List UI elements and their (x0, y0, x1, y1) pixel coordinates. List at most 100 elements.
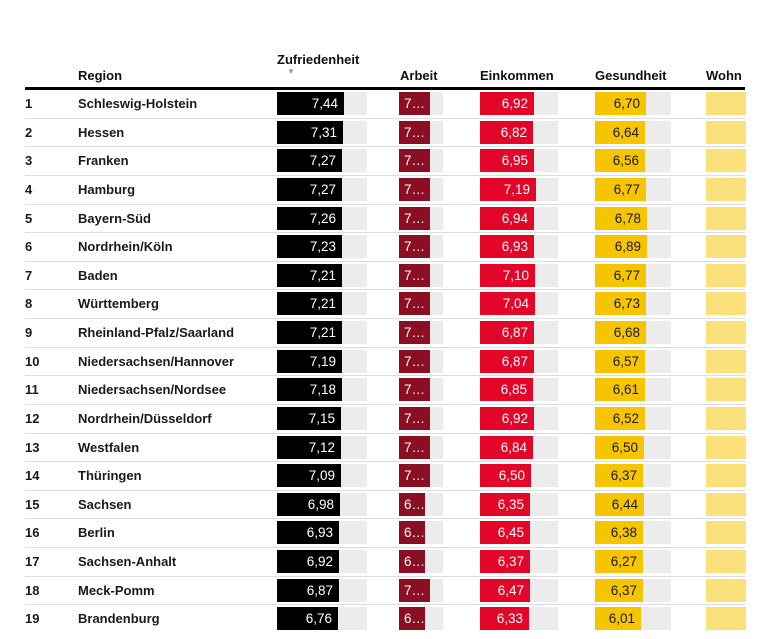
region-cell: Meck-Pomm (78, 582, 155, 598)
zufriedenheit-bar: 7,23 (277, 235, 367, 259)
rank-cell: 2 (25, 124, 33, 140)
bar-track (339, 521, 367, 545)
region-cell: Berlin (78, 525, 115, 541)
rank-cell: 7 (25, 267, 33, 283)
zufriedenheit-value: 7,23 (277, 235, 342, 259)
einkommen-bar: 6,35 (480, 492, 558, 516)
wohnen-value (706, 578, 746, 602)
arbeit-bar: 6… (399, 492, 443, 516)
einkommen-value: 6,92 (480, 92, 534, 115)
region-cell: Nordrhein/Köln (78, 239, 173, 255)
arbeit-bar: 7… (399, 378, 443, 402)
column-header-wohnen[interactable]: Wohn (706, 68, 742, 83)
column-header-region[interactable]: Region (78, 68, 123, 83)
einkommen-bar: 6,87 (480, 321, 558, 344)
bar-track (529, 607, 558, 631)
column-header-gesundheit[interactable]: Gesundheit (595, 68, 667, 83)
zufriedenheit-bar: 6,87 (277, 578, 367, 602)
arbeit-value: 6… (399, 550, 425, 573)
einkommen-value: 7,04 (480, 292, 535, 316)
wohnen-bar (706, 92, 746, 115)
gesundheit-bar: 6,38 (595, 521, 671, 545)
region-cell: Franken (78, 153, 129, 169)
zufriedenheit-bar: 7,19 (277, 349, 367, 373)
bar-track (430, 406, 443, 430)
einkommen-bar: 7,04 (480, 292, 558, 316)
gesundheit-bar: 6,37 (595, 464, 671, 488)
zufriedenheit-bar: 7,21 (277, 263, 367, 287)
zufriedenheit-value: 7,12 (277, 435, 341, 459)
wohnen-bar (706, 349, 746, 373)
einkommen-bar: 7,10 (480, 263, 558, 287)
einkommen-value: 7,10 (480, 263, 535, 287)
gesundheit-bar: 6,78 (595, 206, 671, 230)
table-row: 18 Meck-Pomm 6,87 7… 6,47 6,37 (25, 577, 746, 606)
bar-track (430, 92, 443, 115)
rank-cell: 19 (25, 611, 40, 627)
einkommen-value: 6,93 (480, 235, 534, 259)
einkommen-bar: 6,95 (480, 149, 558, 173)
bar-track (646, 292, 671, 316)
region-cell: Bayern-Süd (78, 210, 151, 226)
einkommen-bar: 6,87 (480, 349, 558, 373)
bar-track (646, 321, 671, 344)
bar-track (641, 607, 671, 631)
table-row: 12 Nordrhein/Düsseldorf 7,15 7… 6,92 6,5… (25, 405, 746, 434)
rank-cell: 12 (25, 410, 40, 426)
zufriedenheit-value: 7,18 (277, 378, 342, 402)
arbeit-bar: 6… (399, 521, 443, 545)
gesundheit-value: 6,52 (595, 406, 645, 430)
einkommen-bar: 7,19 (480, 177, 558, 201)
einkommen-value: 6,37 (480, 550, 530, 573)
bar-track (430, 149, 443, 173)
rank-cell: 10 (25, 353, 40, 369)
einkommen-value: 6,87 (480, 349, 534, 373)
arbeit-bar: 7… (399, 235, 443, 259)
bar-track (534, 406, 558, 430)
bar-track (534, 235, 558, 259)
bar-track (342, 177, 367, 201)
einkommen-bar: 6,93 (480, 235, 558, 259)
column-header-einkommen[interactable]: Einkommen (480, 68, 554, 83)
bar-track (341, 406, 367, 430)
bar-track (342, 263, 367, 287)
wohnen-bar (706, 464, 746, 488)
einkommen-bar: 6,37 (480, 550, 558, 573)
gesundheit-bar: 6,77 (595, 177, 671, 201)
gesundheit-value: 6,50 (595, 435, 644, 459)
gesundheit-value: 6,57 (595, 349, 645, 373)
sort-desc-icon[interactable]: ▼ (287, 67, 295, 76)
arbeit-value: 7… (399, 206, 430, 230)
arbeit-bar: 6… (399, 550, 443, 573)
column-header-arbeit[interactable]: Arbeit (400, 68, 438, 83)
zufriedenheit-bar: 7,27 (277, 177, 367, 201)
gesundheit-value: 6,78 (595, 206, 647, 230)
region-cell: Thüringen (78, 468, 142, 484)
table-row: 19 Brandenburg 6,76 6… 6,33 6,01 (25, 605, 746, 633)
region-cell: Sachsen (78, 496, 132, 512)
bar-track (534, 349, 558, 373)
column-header-zufriedenheit[interactable]: Zufriedenheit (277, 52, 360, 67)
bar-track (645, 149, 671, 173)
rank-cell: 18 (25, 582, 40, 598)
bar-track (341, 435, 367, 459)
bar-track (430, 435, 443, 459)
bar-track (535, 263, 558, 287)
wohnen-bar (706, 263, 746, 287)
wohnen-value (706, 292, 746, 316)
arbeit-value: 7… (399, 464, 430, 488)
bar-track (644, 435, 671, 459)
region-cell: Hamburg (78, 181, 136, 197)
zufriedenheit-value: 6,98 (277, 492, 340, 516)
arbeit-bar: 7… (399, 206, 443, 230)
gesundheit-value: 6,77 (595, 177, 646, 201)
gesundheit-value: 6,89 (595, 235, 647, 259)
zufriedenheit-value: 6,87 (277, 578, 339, 602)
table-row: 10 Niedersachsen/Hannover 7,19 7… 6,87 6… (25, 348, 746, 377)
table-row: 16 Berlin 6,93 6… 6,45 6,38 (25, 519, 746, 548)
wohnen-value (706, 406, 746, 430)
gesundheit-bar: 6,77 (595, 263, 671, 287)
rank-cell: 3 (25, 153, 33, 169)
bar-track (425, 607, 443, 631)
arbeit-bar: 6… (399, 607, 443, 631)
